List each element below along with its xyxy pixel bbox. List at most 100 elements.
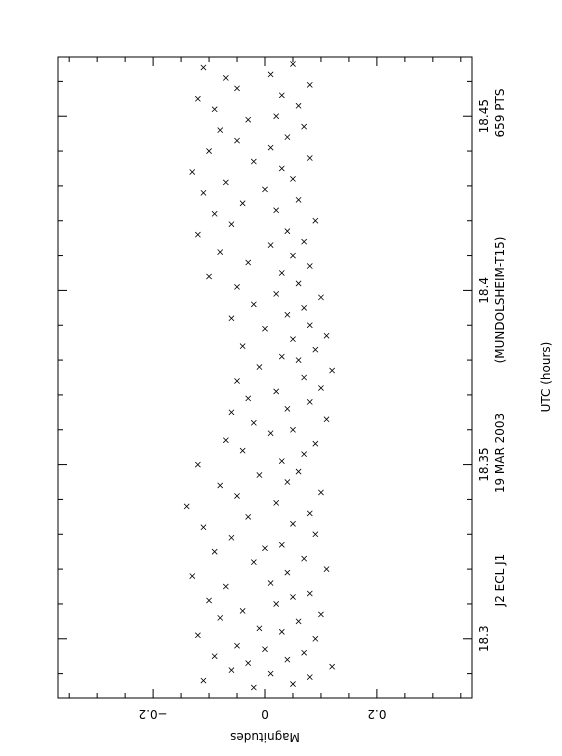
data-point-marker (211, 210, 218, 217)
data-point-marker (262, 186, 268, 193)
data-point-marker (267, 71, 274, 78)
data-point-marker (329, 367, 336, 374)
data-points (183, 61, 336, 691)
data-point-marker (200, 189, 207, 196)
data-point-marker (290, 61, 296, 67)
data-point-marker (295, 196, 302, 203)
data-point-marker (312, 531, 319, 538)
data-point-marker (273, 207, 280, 214)
data-point-marker (301, 123, 308, 130)
title-date: 19 MAR 2003 (493, 413, 507, 493)
y-axis-label: Magnitudes (230, 730, 300, 744)
data-point-marker (323, 416, 330, 423)
data-point-marker (262, 325, 268, 332)
data-point-marker (301, 649, 308, 656)
data-point-marker (234, 85, 240, 92)
data-point-marker (295, 357, 302, 363)
data-point-marker (245, 395, 252, 402)
data-point-marker (301, 304, 308, 311)
data-point-marker (228, 409, 235, 416)
data-point-marker (295, 280, 302, 287)
data-point-marker (290, 594, 296, 600)
data-point-marker (278, 353, 285, 360)
data-point-marker (306, 674, 313, 680)
data-point-marker (284, 405, 291, 412)
data-point-marker (194, 95, 201, 102)
axis-ticks: 18.3 18.35 18.4 18.45 −0.2 0 0.2 (58, 57, 491, 721)
data-point-marker (200, 524, 207, 531)
data-point-marker (217, 482, 224, 489)
data-point-marker (284, 656, 291, 663)
data-point-marker (183, 503, 190, 510)
x-tick-label: 18.4 (477, 277, 491, 304)
data-point-marker (206, 273, 212, 280)
data-point-marker (273, 500, 280, 506)
data-point-marker (318, 611, 324, 618)
data-point-marker (278, 541, 285, 548)
data-point-marker (194, 231, 201, 238)
data-point-marker (250, 419, 257, 426)
data-point-marker (222, 75, 229, 81)
data-point-marker (217, 127, 224, 134)
x-tick-label: 18.3 (477, 625, 491, 652)
data-point-marker (211, 653, 218, 660)
data-point-marker (256, 364, 263, 370)
data-point-marker (295, 468, 302, 475)
data-point-marker (306, 81, 313, 88)
data-point-marker (239, 608, 246, 614)
data-point-marker (234, 137, 240, 144)
data-point-marker (194, 632, 201, 639)
data-point-marker (245, 259, 252, 266)
data-point-marker (239, 343, 246, 350)
data-point-marker (318, 489, 324, 496)
data-point-marker (262, 646, 268, 653)
data-point-marker (284, 479, 291, 485)
data-point-marker (290, 176, 296, 182)
data-point-marker (200, 64, 207, 71)
data-point-marker (278, 458, 285, 464)
data-point-marker (267, 242, 274, 249)
data-point-marker (256, 625, 263, 632)
data-point-marker (250, 559, 257, 566)
data-point-marker (228, 667, 235, 674)
data-point-marker (323, 566, 330, 572)
data-point-marker (278, 270, 285, 276)
data-point-marker (295, 618, 302, 625)
data-point-marker (301, 451, 308, 458)
data-point-marker (273, 601, 280, 607)
data-point-marker (295, 102, 302, 109)
title-observatory: (MUNDOLSHEIM-T15) (493, 237, 507, 364)
data-point-marker (301, 238, 308, 245)
x-tick-label: 18.35 (477, 447, 491, 481)
data-point-marker (228, 534, 235, 541)
data-point-marker (239, 200, 246, 207)
data-point-marker (329, 663, 336, 670)
data-point-marker (189, 169, 196, 175)
data-point-marker (301, 374, 308, 381)
data-point-marker (312, 217, 319, 224)
data-point-marker (301, 555, 308, 562)
data-point-marker (284, 134, 291, 141)
data-point-marker (306, 590, 313, 597)
data-point-marker (228, 221, 235, 228)
data-point-marker (278, 92, 285, 99)
data-point-marker (211, 548, 218, 555)
data-point-marker (245, 660, 252, 667)
data-point-marker (206, 148, 212, 154)
data-point-marker (306, 399, 313, 405)
data-point-marker (273, 291, 280, 297)
data-point-marker (234, 378, 240, 384)
data-point-marker (189, 573, 196, 579)
data-point-marker (312, 346, 319, 353)
x-tick-label: 18.45 (477, 99, 491, 133)
data-point-marker (222, 437, 229, 444)
x-axis-label: UTC (hours) (539, 342, 553, 413)
data-point-marker (217, 614, 224, 621)
data-point-marker (234, 493, 240, 499)
data-point-marker (273, 388, 280, 395)
title-object: J2 ECL J1 (493, 554, 507, 608)
plot-frame (57, 56, 473, 699)
data-point-marker (267, 580, 274, 586)
data-point-marker (217, 249, 224, 255)
